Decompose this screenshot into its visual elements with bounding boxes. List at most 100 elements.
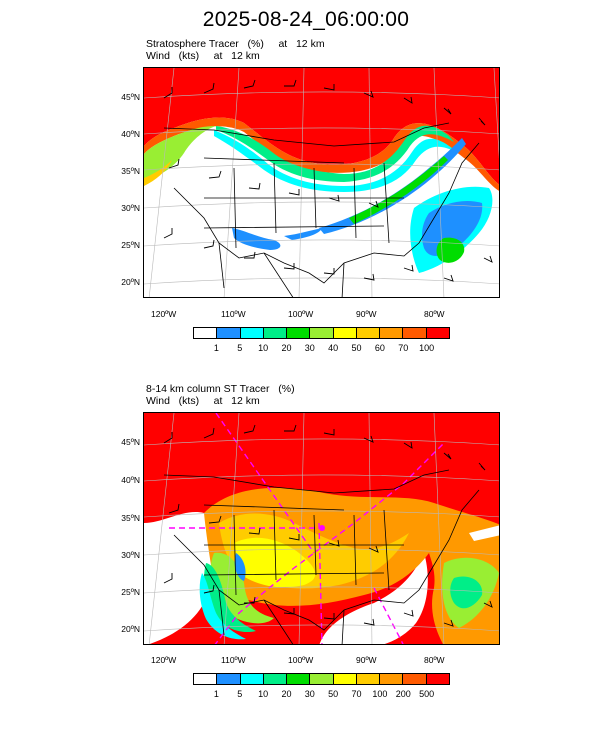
- colorbar-swatch: [217, 328, 241, 338]
- panel1-lat-label: 40ºN: [121, 129, 140, 139]
- main-title: 2025-08-24_06:00:00: [202, 8, 410, 31]
- panel1-lat-label: 30ºN: [121, 203, 140, 213]
- colorbar-label: 10: [258, 343, 269, 353]
- panel2-lat-label: 35ºN: [121, 513, 140, 523]
- colorbar-label: 5: [237, 689, 243, 699]
- panel2-wind-barbs: [163, 424, 493, 627]
- panel2-magenta-point: [319, 525, 325, 531]
- colorbar-swatch: [333, 328, 357, 338]
- colorbar-swatch: [263, 328, 288, 338]
- panel1-lon-label: 80ºW: [424, 309, 445, 319]
- panel1-lat-label: 20ºN: [121, 277, 140, 287]
- panel2-region-white-sliver: [469, 525, 499, 541]
- panel1-map-svg: [144, 68, 499, 297]
- colorbar-label: 20: [281, 343, 292, 353]
- panel2-lon-label: 100ºW: [288, 655, 314, 665]
- panel1-lon-label: 120ºW: [151, 309, 177, 319]
- panel2-region-yellow: [234, 537, 316, 588]
- panel2-map: [143, 412, 500, 645]
- colorbar-swatch: [380, 328, 404, 338]
- panel2-region-green-se: [450, 576, 483, 609]
- colorbar-label: 40: [328, 343, 339, 353]
- panel2-region-green-arc: [204, 563, 256, 633]
- panel1-region-blue-west: [232, 228, 281, 250]
- panel1-lat-label: 45ºN: [121, 92, 140, 102]
- panel1-lon-label: 90ºW: [356, 309, 377, 319]
- panel2-lat-label: 25ºN: [121, 587, 140, 597]
- panel1-lon-label: 100ºW: [288, 309, 314, 319]
- colorbar-label: 20: [281, 689, 292, 699]
- panel1-subtitle-line1: Stratosphere Tracer (%) at 12 km: [146, 38, 325, 50]
- panel1-region-blue-west2: [284, 228, 322, 240]
- panel2-subtitle: 8-14 km column ST Tracer (%) Wind (kts) …: [146, 383, 295, 407]
- colorbar-swatch: [263, 674, 288, 684]
- colorbar-label: 1: [213, 689, 219, 699]
- panel1-colorbar: [193, 327, 450, 339]
- panel1-subtitle-line2: Wind (kts) at 12 km: [146, 50, 260, 62]
- panel2-region-white-gulf: [319, 553, 428, 644]
- panel1-region-cyan-band: [214, 130, 456, 192]
- colorbar-label: 200: [395, 689, 411, 699]
- colorbar-swatch: [426, 674, 449, 684]
- colorbar-label: 1: [213, 343, 219, 353]
- colorbar-label: 50: [351, 343, 362, 353]
- colorbar-swatch: [240, 328, 264, 338]
- panel2-lon-label: 120ºW: [151, 655, 177, 665]
- panel2-region-blue-patch: [234, 553, 246, 581]
- panel2-subtitle-line1: 8-14 km column ST Tracer (%): [146, 383, 295, 395]
- panel1-lon-label: 110ºW: [221, 309, 246, 319]
- panel2-lat-label: 20ºN: [121, 624, 140, 634]
- colorbar-label: 500: [419, 689, 435, 699]
- panel1-region-green-band: [216, 125, 454, 182]
- panel1-graticule: [144, 68, 499, 297]
- colorbar-swatch: [217, 674, 241, 684]
- panel1-region-red: [144, 68, 499, 185]
- colorbar-label: 10: [258, 689, 269, 699]
- panel1-wind-barbs: [163, 79, 493, 282]
- colorbar-label: 30: [304, 343, 315, 353]
- colorbar-swatch: [426, 328, 449, 338]
- panel2-graticule: [144, 413, 499, 644]
- panel1-lat-label: 25ºN: [121, 240, 140, 250]
- panel1-region-green-streak: [349, 156, 448, 224]
- panel1-lat-label: 35ºN: [121, 166, 140, 176]
- colorbar-swatch: [310, 674, 334, 684]
- panel1-region-green-southeast: [436, 237, 465, 263]
- colorbar-swatch: [333, 674, 357, 684]
- panel1-region-gold-west: [144, 160, 172, 186]
- colorbar-label: 70: [398, 343, 409, 353]
- colorbar-swatch: [380, 674, 404, 684]
- colorbar-label: 70: [351, 689, 362, 699]
- colorbar-swatch: [194, 674, 218, 684]
- panel1-region-blue-streak: [319, 138, 466, 234]
- panel1-subtitle: Stratosphere Tracer (%) at 12 km Wind (k…: [146, 38, 325, 62]
- colorbar-swatch: [403, 328, 427, 338]
- panel2-lon-label: 90ºW: [356, 655, 377, 665]
- colorbar-swatch: [287, 674, 311, 684]
- panel2-magenta-lines: [169, 413, 445, 644]
- panel2-map-svg: [144, 413, 499, 644]
- panel2-lat-label: 30ºN: [121, 550, 140, 560]
- colorbar-swatch: [240, 674, 264, 684]
- panel2-region-cyan-arc: [199, 573, 246, 640]
- panel2-boundaries: [163, 469, 480, 644]
- colorbar-label: 5: [237, 343, 243, 353]
- panel1-map: [143, 67, 500, 298]
- colorbar-label: 60: [374, 343, 385, 353]
- colorbar-swatch: [310, 328, 334, 338]
- colorbar-swatch: [356, 328, 381, 338]
- panel2-lon-label: 110ºW: [221, 655, 246, 665]
- colorbar-label: 100: [372, 689, 388, 699]
- colorbar-label: 30: [304, 689, 315, 699]
- colorbar-swatch: [403, 674, 427, 684]
- panel1-region-yellowgreen-west: [144, 126, 216, 182]
- panel2-lat-label: 40ºN: [121, 475, 140, 485]
- colorbar-swatch: [287, 328, 311, 338]
- colorbar-swatch: [194, 328, 218, 338]
- panel2-colorbar: [193, 673, 450, 685]
- panel2-subtitle-line2: Wind (kts) at 12 km: [146, 395, 260, 407]
- panel2-lon-label: 80ºW: [424, 655, 445, 665]
- colorbar-label: 100: [419, 343, 435, 353]
- colorbar-swatch: [356, 674, 381, 684]
- panel2-lat-label: 45ºN: [121, 437, 140, 447]
